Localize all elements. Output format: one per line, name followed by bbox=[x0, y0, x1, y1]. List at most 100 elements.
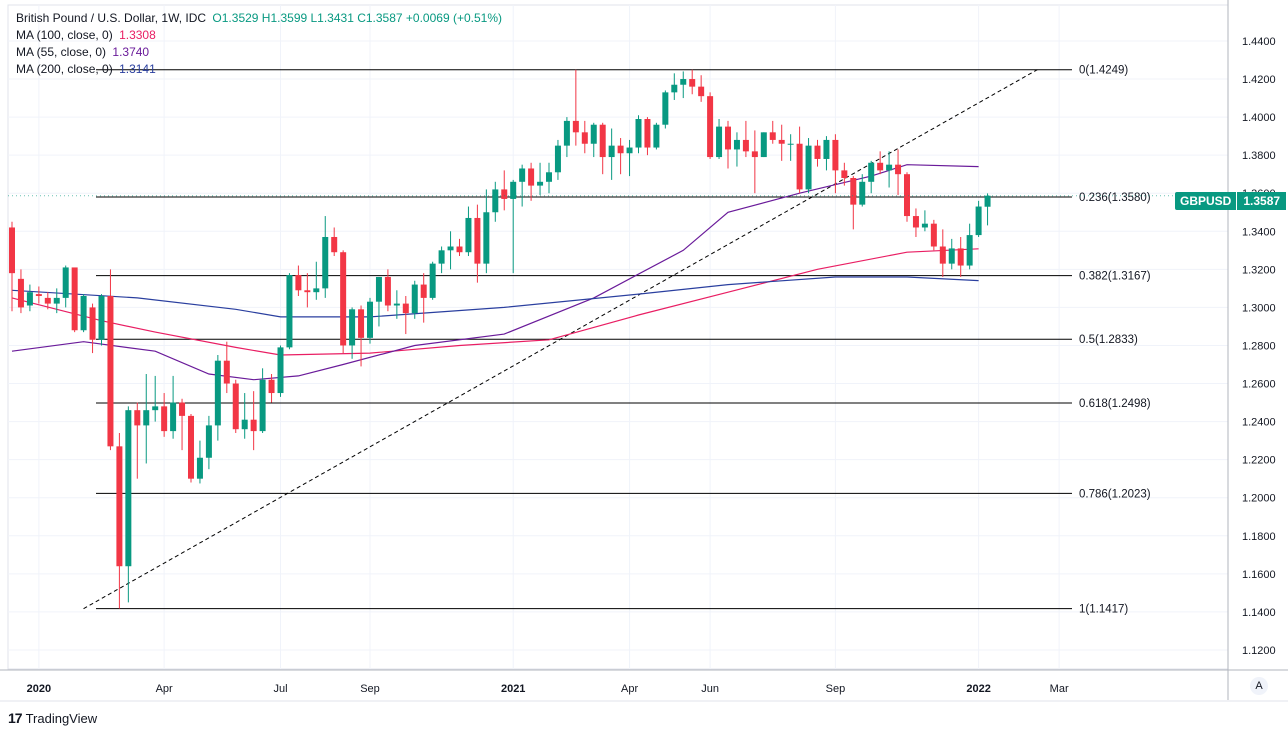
y-tick-label: 1.1200 bbox=[1242, 645, 1276, 657]
candle-body bbox=[760, 132, 767, 158]
candle-body bbox=[26, 292, 33, 306]
candle-body bbox=[411, 284, 418, 314]
symbol-tag-price: 1.3587 bbox=[1237, 192, 1287, 210]
candle-body bbox=[904, 174, 910, 217]
tradingview-watermark[interactable]: 17 TradingView bbox=[8, 710, 97, 726]
candle-body bbox=[707, 96, 714, 158]
legend-ma100-value: 1.3308 bbox=[119, 28, 156, 42]
candle-body bbox=[456, 246, 463, 253]
candle-body bbox=[921, 223, 928, 228]
candle-body bbox=[367, 301, 373, 338]
candle-body bbox=[322, 236, 329, 289]
candle-body bbox=[653, 124, 660, 148]
legend-ma200-row[interactable]: MA (200, close, 0) 1.3141 bbox=[16, 61, 502, 78]
candle-body bbox=[80, 295, 87, 331]
x-tick-label: Apr bbox=[156, 683, 173, 695]
fib-level-label: 0.618(1.2498) bbox=[1079, 398, 1151, 410]
candle-body bbox=[966, 235, 973, 266]
candle-body bbox=[71, 267, 78, 331]
legend-main-row: British Pound / U.S. Dollar, 1W, IDC O1.… bbox=[16, 10, 502, 27]
candle-body bbox=[268, 379, 275, 394]
candle-body bbox=[635, 118, 642, 148]
candle-body bbox=[644, 118, 651, 148]
auto-scale-button[interactable]: A bbox=[1250, 677, 1268, 695]
symbol-price-tag: GBPUSD 1.3587 bbox=[1175, 192, 1287, 210]
x-tick-label: 2020 bbox=[27, 683, 51, 695]
candle-body bbox=[725, 126, 731, 150]
y-tick-label: 1.2400 bbox=[1242, 417, 1276, 429]
candle-body bbox=[510, 181, 517, 199]
legend-symbol-label: British Pound / U.S. Dollar, 1W, IDC bbox=[16, 11, 207, 25]
legend-ma55-value: 1.3740 bbox=[112, 45, 150, 59]
candle-body bbox=[912, 216, 919, 228]
candle-body bbox=[528, 168, 535, 186]
candle-body bbox=[698, 86, 705, 97]
candle-body bbox=[17, 278, 24, 308]
candle-body bbox=[9, 227, 15, 274]
candle-body bbox=[537, 181, 544, 186]
y-tick-label: 1.1400 bbox=[1242, 607, 1276, 619]
candle-body bbox=[152, 406, 159, 411]
candle-body bbox=[98, 295, 105, 340]
candle-body bbox=[196, 457, 203, 479]
candle-body bbox=[447, 246, 454, 251]
legend-ma100-label: MA (100, close, 0) bbox=[16, 28, 113, 42]
candle-body bbox=[241, 419, 248, 430]
candle-body bbox=[563, 120, 570, 146]
candle-body bbox=[53, 297, 60, 304]
candle-body bbox=[877, 162, 884, 171]
candle-body bbox=[35, 294, 42, 296]
candle-body bbox=[930, 223, 937, 247]
candle-body bbox=[259, 379, 266, 432]
candle-body bbox=[554, 145, 561, 173]
candle-body bbox=[662, 92, 669, 125]
candle-body bbox=[957, 248, 964, 266]
candle-body bbox=[519, 168, 526, 182]
candle-body bbox=[340, 252, 347, 346]
legend-ma200-value: 1.3141 bbox=[119, 62, 156, 76]
legend-ma55-row[interactable]: MA (55, close, 0) 1.3740 bbox=[16, 44, 502, 61]
candle-body bbox=[769, 132, 776, 140]
candle-body bbox=[465, 217, 472, 253]
x-tick-label: Sep bbox=[360, 683, 380, 695]
y-tick-label: 1.1800 bbox=[1242, 531, 1276, 543]
x-tick-label: Jun bbox=[701, 683, 719, 695]
candle-body bbox=[886, 164, 893, 171]
y-tick-label: 1.2800 bbox=[1242, 340, 1276, 352]
fib-level-label: 0.236(1.3580) bbox=[1079, 192, 1151, 204]
candle-body bbox=[742, 139, 749, 152]
candle-body bbox=[358, 309, 365, 338]
y-tick-label: 1.4400 bbox=[1242, 36, 1276, 48]
candle-body bbox=[223, 360, 230, 384]
candle-body bbox=[179, 402, 186, 416]
candle-body bbox=[984, 195, 991, 207]
candle-body bbox=[814, 145, 821, 159]
y-tick-label: 1.3800 bbox=[1242, 150, 1276, 162]
chart-legend: British Pound / U.S. Dollar, 1W, IDC O1.… bbox=[16, 10, 502, 78]
candle-body bbox=[331, 236, 338, 253]
x-tick-label: Apr bbox=[621, 683, 638, 695]
candle-body bbox=[841, 170, 848, 178]
candle-body bbox=[546, 172, 552, 182]
y-tick-label: 1.3200 bbox=[1242, 264, 1276, 276]
fib-level-label: 0.786(1.2023) bbox=[1079, 488, 1151, 500]
legend-ma55-label: MA (55, close, 0) bbox=[16, 45, 107, 59]
x-tick-label: 2022 bbox=[966, 683, 990, 695]
candle-body bbox=[680, 79, 687, 85]
candle-body bbox=[375, 276, 382, 302]
legend-ma100-row[interactable]: MA (100, close, 0) 1.3308 bbox=[16, 27, 502, 44]
candle-body bbox=[590, 124, 597, 144]
fib-level-label: 0.5(1.2833) bbox=[1079, 334, 1138, 346]
candle-body bbox=[948, 248, 955, 264]
fib-level-label: 0(1.4249) bbox=[1079, 65, 1128, 77]
symbol-tag-name: GBPUSD bbox=[1175, 192, 1237, 210]
ma100-line bbox=[11, 248, 979, 356]
plot-area bbox=[7, 4, 1229, 670]
candle-body bbox=[787, 143, 794, 145]
candle-body bbox=[689, 79, 696, 87]
fib-level-label: 1(1.1417) bbox=[1079, 604, 1128, 616]
tradingview-text: TradingView bbox=[25, 710, 98, 726]
y-tick-label: 1.3400 bbox=[1242, 226, 1276, 238]
